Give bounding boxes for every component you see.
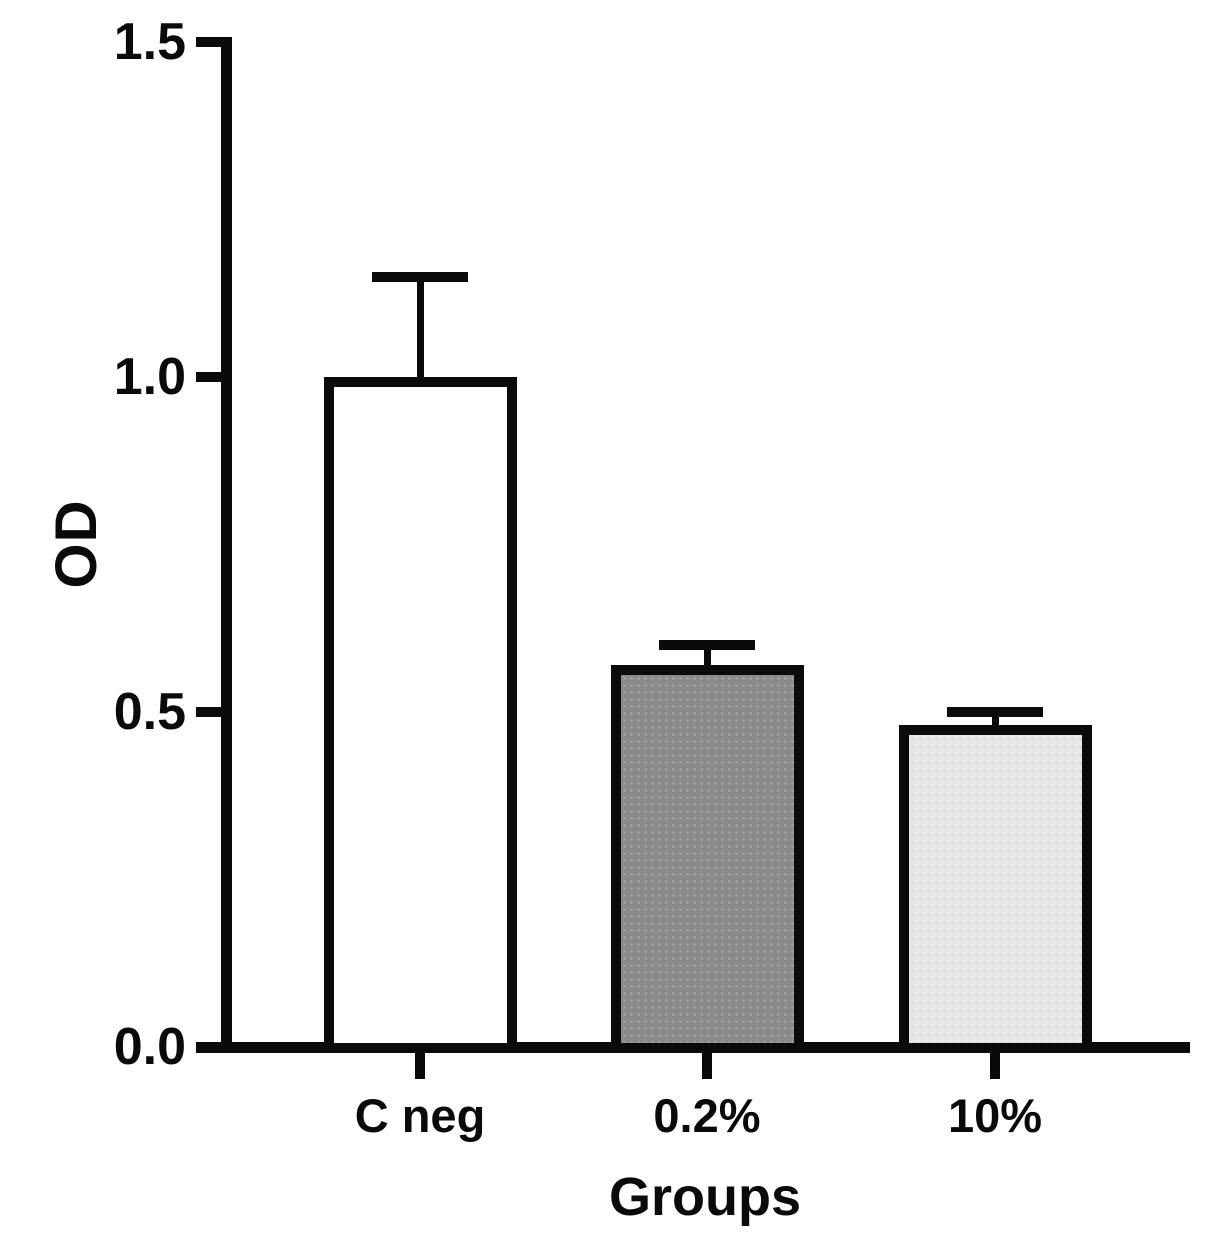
bar-10-: [898, 725, 1092, 1053]
error-bar-cap: [372, 271, 468, 282]
x-tick: [415, 1053, 425, 1079]
y-tick: [196, 707, 221, 717]
y-axis-line: [221, 37, 232, 1053]
error-bar-line: [703, 645, 711, 676]
y-tick: [196, 372, 221, 382]
error-bar-cap: [947, 707, 1043, 717]
x-tick: [702, 1053, 712, 1079]
y-axis-title: OD: [43, 499, 109, 589]
y-tick-label: 1.0: [113, 348, 186, 406]
y-tick-label: 0.5: [113, 683, 186, 741]
bar-0-2-: [610, 665, 804, 1053]
x-tick: [990, 1053, 1000, 1079]
error-bar-cap: [659, 640, 755, 650]
y-tick: [196, 37, 221, 47]
x-tick-label: 0.2%: [653, 1089, 761, 1142]
y-tick: [196, 1042, 221, 1052]
error-bar-line: [416, 276, 424, 387]
x-tick-label: C neg: [354, 1089, 486, 1142]
x-axis-title: Groups: [608, 1167, 801, 1227]
bar-c-neg: [323, 377, 517, 1053]
x-tick-label: 10%: [947, 1089, 1043, 1142]
y-tick-label: 0.0: [113, 1018, 186, 1076]
error-bar-line: [991, 712, 999, 736]
y-tick-label: 1.5: [113, 13, 186, 71]
